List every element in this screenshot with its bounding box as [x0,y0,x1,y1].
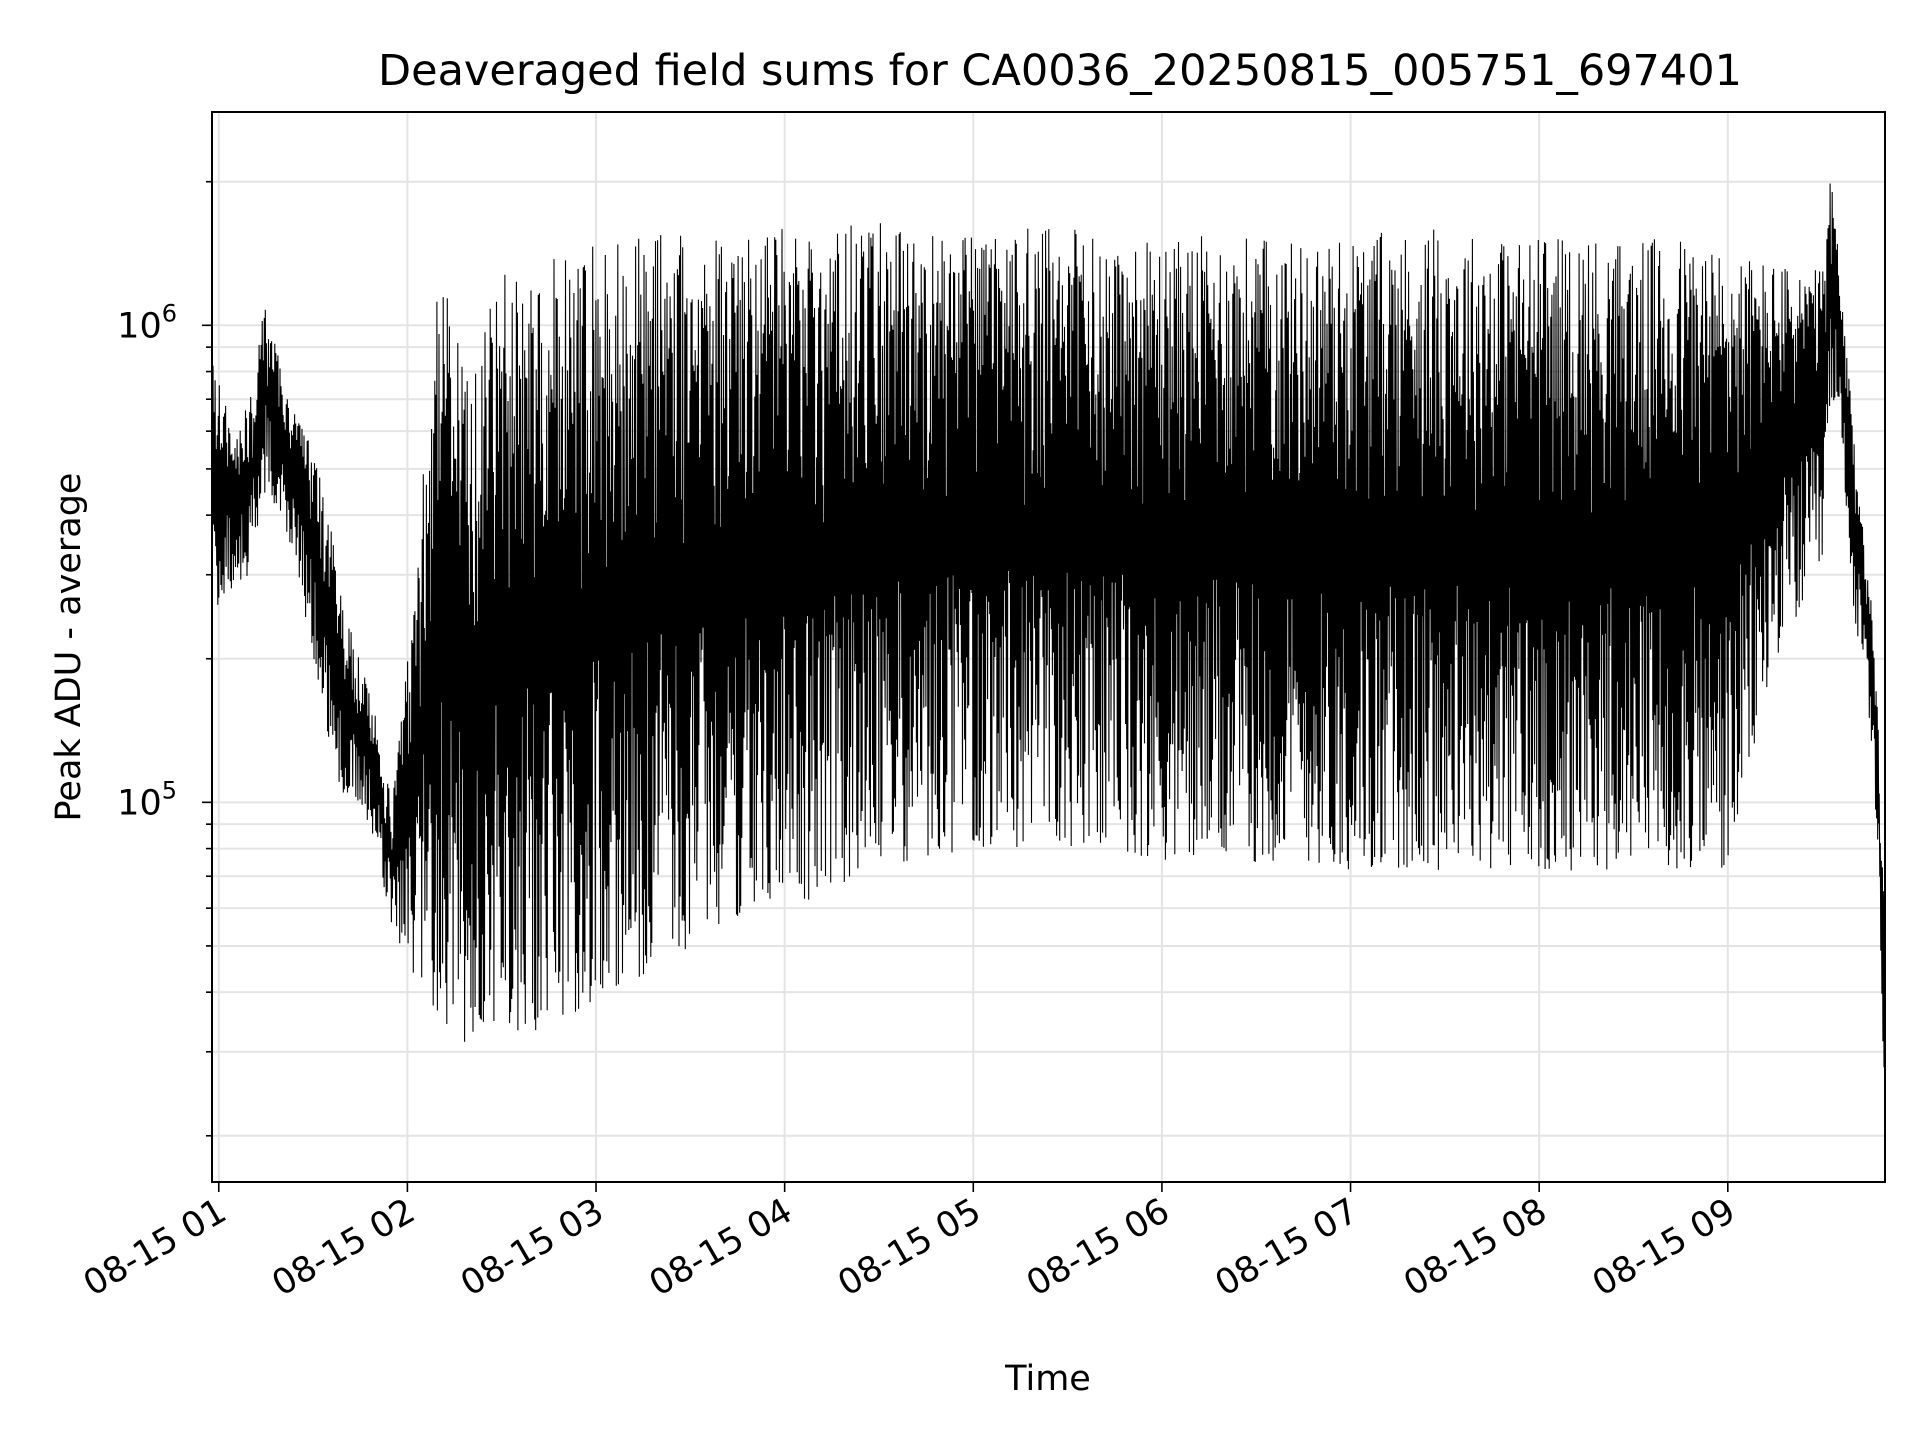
y-tick-label: 106 [117,299,177,346]
chart-title: Deaveraged field sums for CA0036_2025081… [378,46,1742,96]
y-tick-label: 105 [117,776,177,823]
plot-frame [211,111,1886,1183]
data-series [211,183,1886,1112]
x-axis-label: Time [1004,1359,1091,1399]
y-axis-label: Peak ADU - average [49,473,89,822]
series-line [211,183,1886,1112]
y-axis-ticks: 105 106 [117,180,212,1137]
